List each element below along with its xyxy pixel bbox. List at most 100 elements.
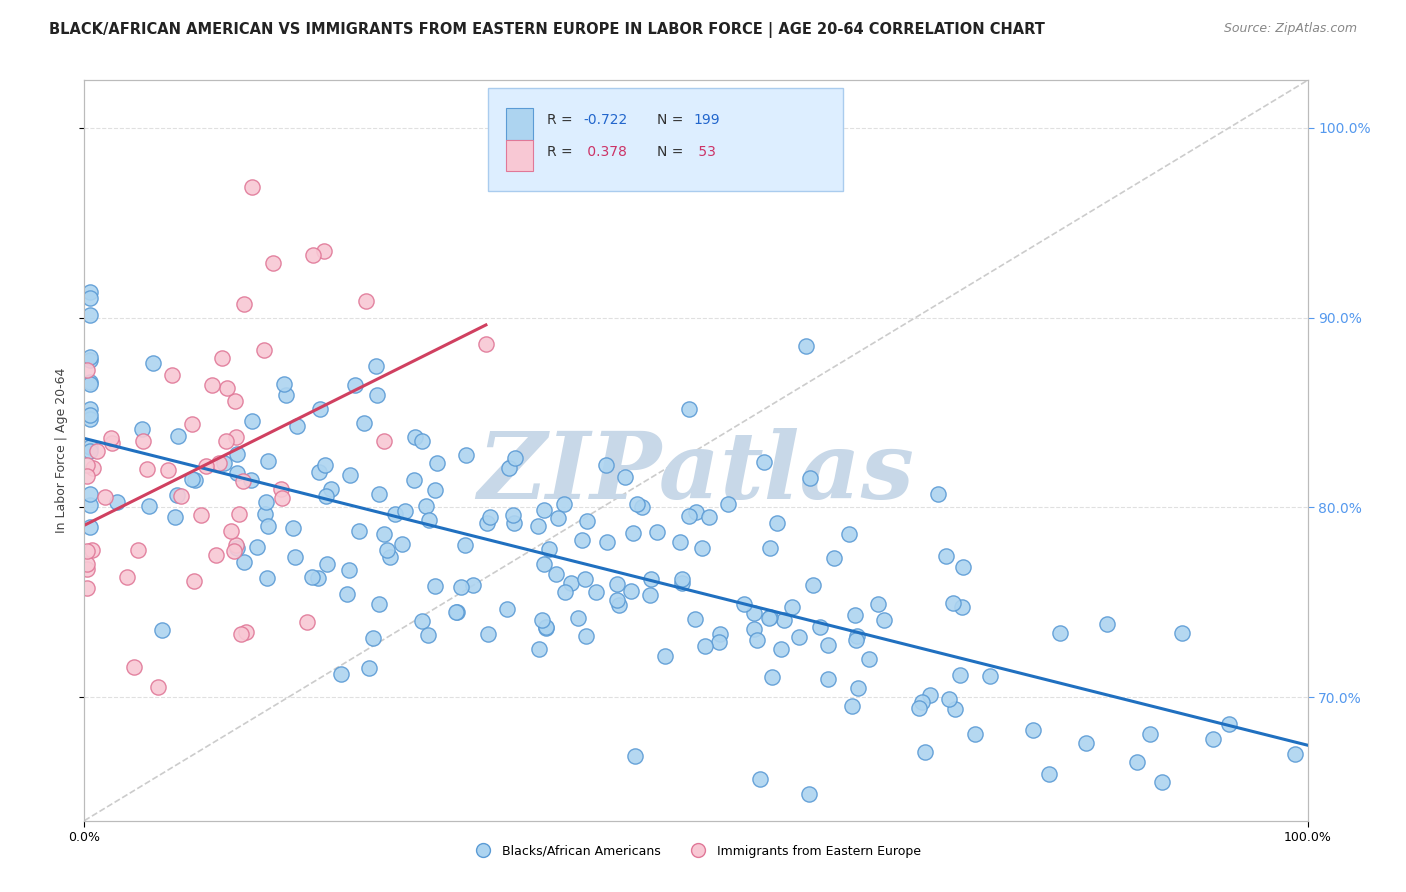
Point (450, 580, 472, 594)
Point (240, 474, 263, 488)
Point (314, 458, 336, 472)
Point (229, 627, 252, 641)
Point (475, 337, 498, 351)
Point (475, 516, 498, 530)
Point (394, 504, 416, 518)
Point (979, 668, 1001, 682)
Point (908, 700, 931, 714)
FancyBboxPatch shape (506, 109, 533, 139)
Point (858, 652, 880, 666)
Point (224, 394, 246, 409)
Text: 0.378: 0.378 (583, 145, 627, 159)
Point (138, 499, 160, 513)
Point (935, 549, 957, 563)
Point (927, 487, 949, 501)
Point (553, 496, 575, 510)
Point (1038, 766, 1060, 780)
Point (76, 557, 98, 571)
Point (418, 628, 440, 642)
Point (150, 623, 173, 637)
Point (284, 549, 307, 564)
Point (373, 434, 395, 449)
Point (758, 610, 780, 624)
Point (79, 443, 101, 458)
Point (354, 294, 377, 309)
Point (544, 567, 567, 582)
Point (571, 533, 593, 548)
FancyBboxPatch shape (506, 140, 533, 171)
Point (180, 417, 202, 431)
Point (364, 359, 387, 373)
Point (654, 648, 676, 663)
Point (595, 458, 617, 472)
Point (246, 541, 269, 555)
Point (127, 542, 149, 557)
Point (844, 608, 866, 623)
Point (377, 542, 399, 557)
Point (79, 487, 101, 501)
Point (782, 600, 804, 615)
Point (124, 660, 146, 674)
Point (79, 377, 101, 392)
Point (707, 634, 730, 648)
Point (794, 339, 817, 353)
Point (76, 469, 98, 483)
Point (160, 368, 183, 382)
Point (94, 491, 117, 505)
Point (254, 508, 277, 522)
Point (749, 772, 772, 786)
Point (79, 412, 101, 426)
Point (621, 525, 644, 540)
Text: 199: 199 (693, 112, 720, 127)
Point (498, 460, 520, 475)
Point (257, 453, 280, 467)
Point (534, 620, 557, 634)
Point (315, 489, 337, 503)
Point (943, 702, 966, 716)
Point (747, 633, 769, 648)
Point (770, 641, 793, 656)
Point (319, 482, 342, 496)
Point (952, 559, 974, 574)
Point (1097, 617, 1119, 632)
Point (758, 541, 780, 555)
Point (624, 748, 647, 763)
Point (157, 463, 180, 477)
Point (307, 572, 329, 586)
Point (845, 632, 868, 647)
Point (373, 526, 395, 541)
Point (606, 593, 628, 607)
Point (576, 514, 599, 528)
Point (668, 535, 690, 549)
Point (766, 516, 789, 531)
Point (534, 621, 557, 635)
Point (773, 613, 796, 627)
Point (79, 352, 101, 367)
Point (538, 541, 561, 556)
Legend: Blacks/African Americans, Immigrants from Eastern Europe: Blacks/African Americans, Immigrants fro… (465, 839, 927, 863)
Point (347, 524, 370, 538)
Point (949, 667, 972, 681)
Point (79, 376, 101, 390)
Point (105, 495, 128, 509)
Point (76, 543, 98, 558)
Point (309, 402, 332, 417)
Point (76, 562, 98, 576)
Text: R =: R = (547, 145, 576, 159)
Point (808, 620, 831, 634)
Point (446, 606, 468, 620)
Point (640, 588, 662, 602)
Y-axis label: In Labor Force | Age 20-64: In Labor Force | Age 20-64 (55, 368, 69, 533)
Point (219, 524, 242, 538)
Point (942, 596, 965, 610)
Point (79, 409, 101, 423)
Point (873, 613, 896, 627)
Point (262, 256, 284, 270)
Point (418, 513, 440, 527)
Point (115, 570, 138, 584)
Point (167, 429, 190, 443)
Point (183, 574, 205, 589)
Point (463, 577, 485, 591)
Point (314, 244, 336, 258)
Point (281, 520, 304, 534)
